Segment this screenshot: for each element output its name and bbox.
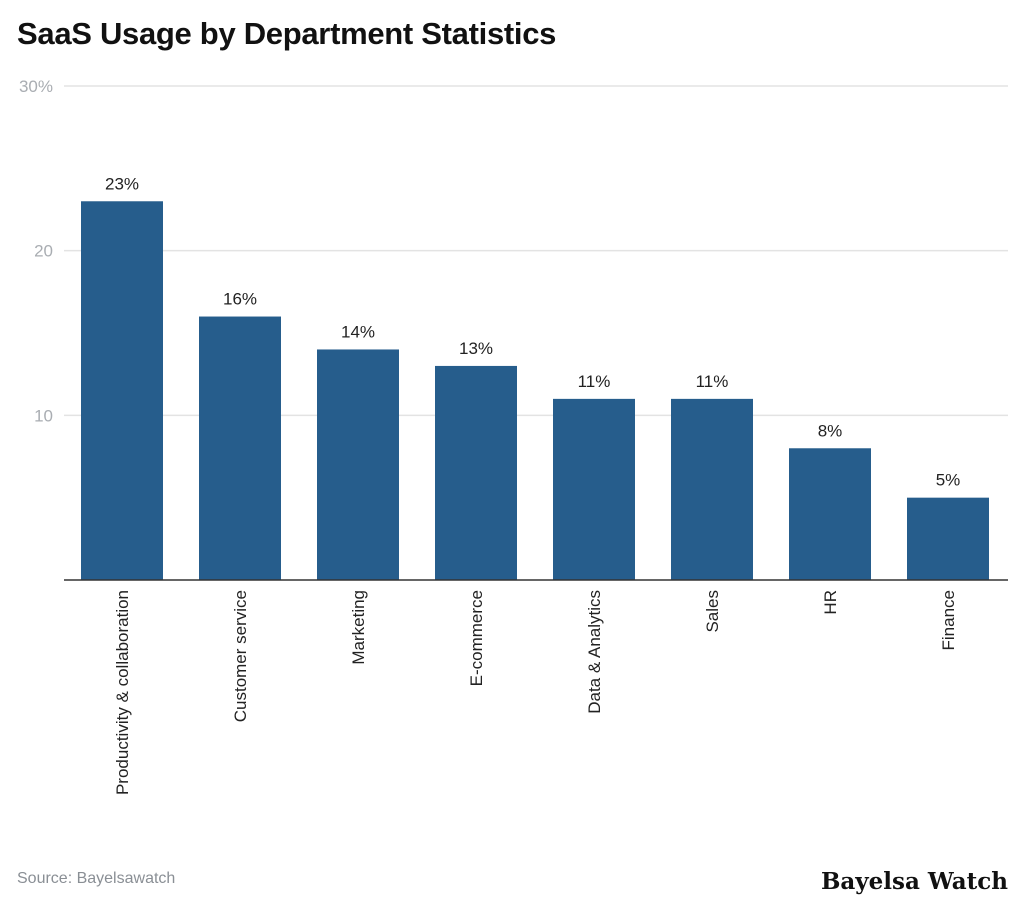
bar-chart: 10 20 30% 23% Productivity & collaboration 16…: [19, 77, 1008, 795]
x-tick-label: Data & Analytics: [585, 590, 604, 714]
x-tick-label: Customer service: [231, 590, 250, 722]
bar: [81, 201, 163, 580]
bar: [553, 398, 635, 580]
x-tick-label: Sales: [703, 590, 722, 633]
y-tick-label: 10: [34, 406, 53, 425]
data-label: 13%: [459, 339, 493, 358]
data-label: 11%: [578, 372, 611, 391]
bar: [199, 316, 281, 580]
x-tick-label: Marketing: [349, 590, 368, 665]
bar: [907, 497, 989, 580]
data-label: 5%: [936, 471, 961, 490]
bar: [435, 365, 517, 580]
y-tick-label: 20: [34, 242, 53, 261]
bar: [671, 398, 753, 580]
x-tick-label: E-commerce: [467, 590, 486, 686]
source-note: Source: Bayelsawatch: [17, 870, 176, 887]
bar: [789, 448, 871, 580]
bar: [317, 349, 399, 580]
data-label: 23%: [105, 174, 139, 193]
logo: Bayelsa Watch: [820, 868, 1008, 895]
y-tick-label: 30%: [19, 77, 53, 96]
chart-title: SaaS Usage by Department Statistics: [17, 16, 557, 51]
data-label: 16%: [223, 290, 257, 309]
data-label: 11%: [696, 372, 729, 391]
x-tick-label: Finance: [939, 590, 958, 650]
x-tick-label: Productivity & collaboration: [113, 590, 132, 795]
x-tick-label: HR: [821, 590, 840, 615]
data-label: 14%: [341, 322, 375, 341]
data-label: 8%: [818, 421, 843, 440]
